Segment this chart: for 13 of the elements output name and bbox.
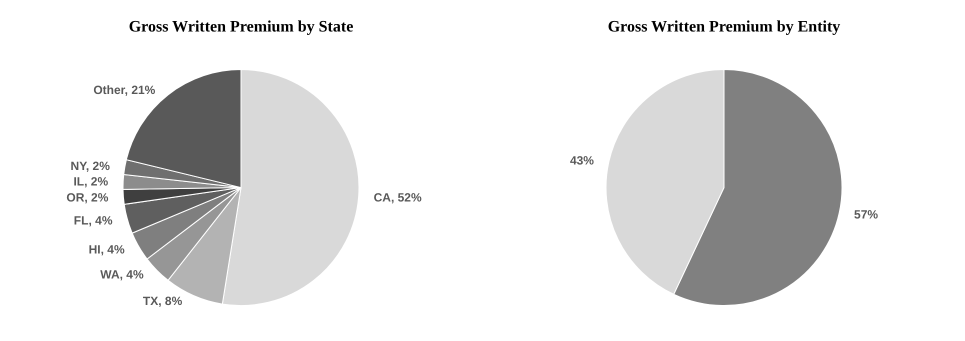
data-label: 57% xyxy=(854,208,878,222)
data-label: 43% xyxy=(570,154,594,168)
slice-label: HI, 4% xyxy=(88,242,125,257)
slice-label: TX, 8% xyxy=(142,294,183,308)
chart-title: Gross Written Premium by State xyxy=(128,18,354,36)
slice-label: OR, 2% xyxy=(66,190,109,204)
slice-label: NY, 2% xyxy=(70,159,110,174)
slice-label: FL, 4% xyxy=(74,214,113,228)
slice-label: WA, 4% xyxy=(100,268,144,282)
chart-title: Gross Written Premium by Entity xyxy=(608,18,840,36)
slice-label: CA, 52% xyxy=(374,190,422,204)
slice-label: IL, 2% xyxy=(73,174,108,189)
slice-label: Other, 21% xyxy=(93,83,156,98)
